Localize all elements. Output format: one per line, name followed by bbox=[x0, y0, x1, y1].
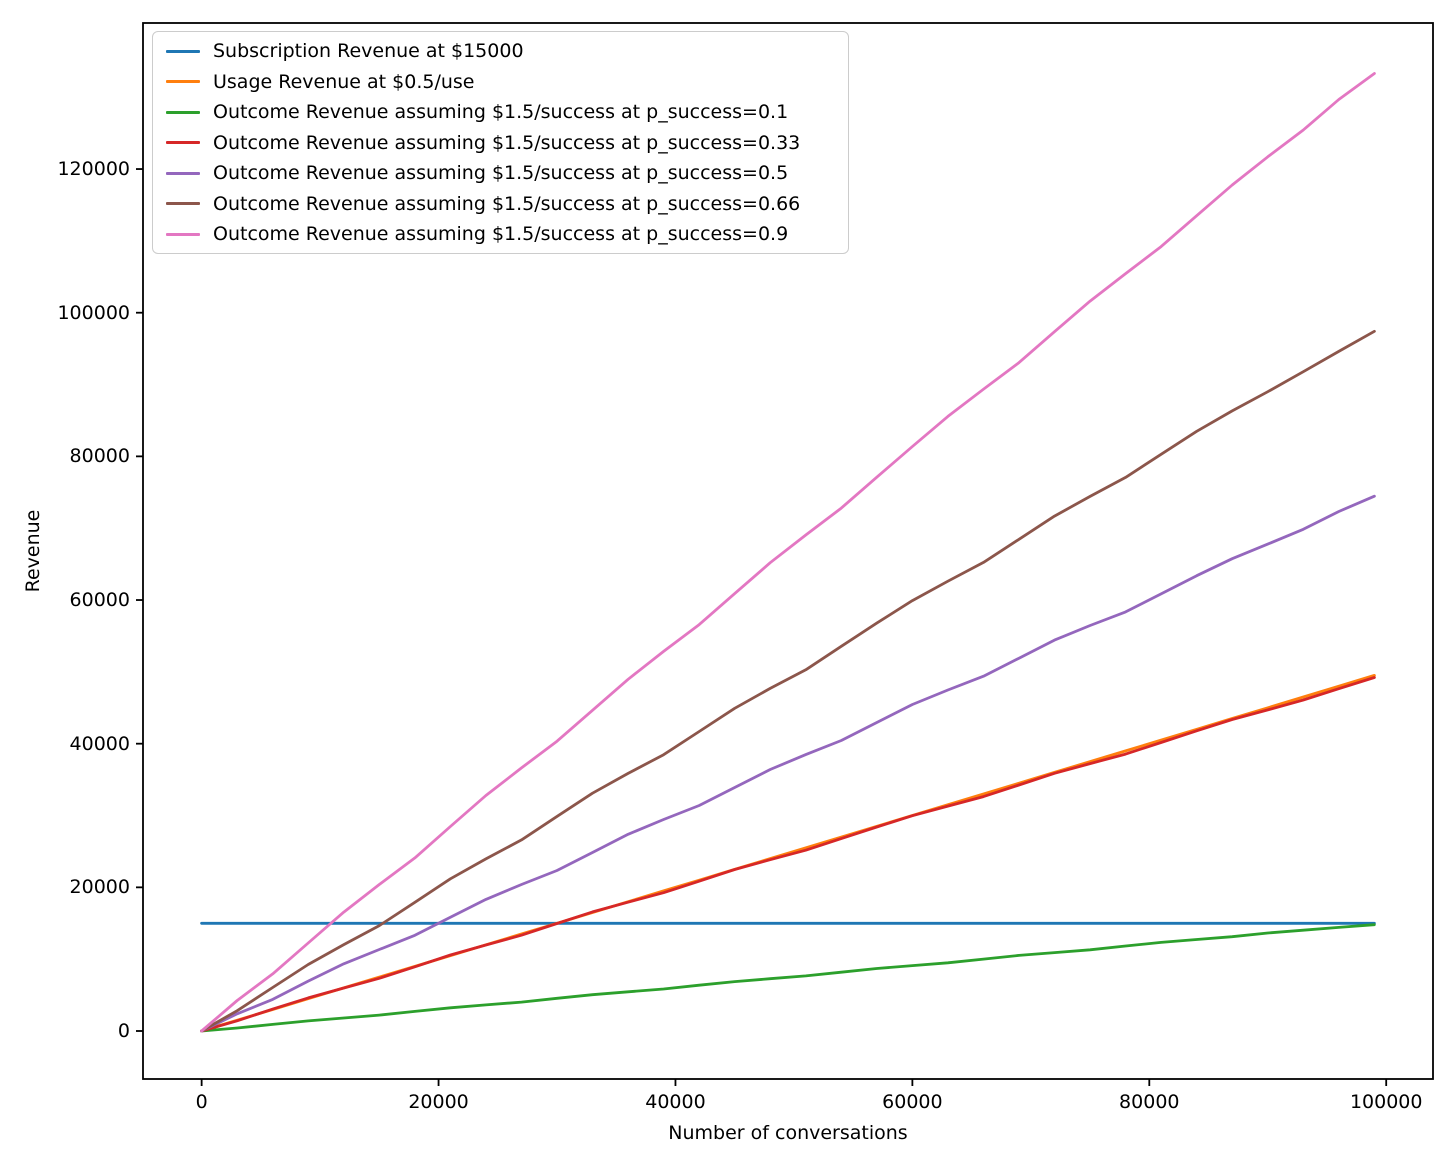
legend-label: Outcome Revenue assuming $1.5/success at… bbox=[213, 223, 789, 245]
legend-label: Outcome Revenue assuming $1.5/success at… bbox=[213, 162, 789, 184]
legend-line-swatch-icon bbox=[166, 49, 200, 53]
legend-line-swatch-icon bbox=[166, 202, 200, 205]
y-tick-label: 40000 bbox=[69, 732, 130, 755]
y-tick-label: 100000 bbox=[57, 301, 130, 324]
series-line-6 bbox=[200, 72, 1376, 1033]
x-tick-label: 0 bbox=[195, 1091, 208, 1113]
legend-entry-5: Outcome Revenue assuming $1.5/success at… bbox=[166, 193, 836, 215]
legend-line-swatch-icon bbox=[166, 232, 200, 236]
legend-line-swatch-icon bbox=[166, 171, 200, 175]
y-tick-label: 60000 bbox=[69, 589, 130, 612]
legend-entry-2: Outcome Revenue assuming $1.5/success at… bbox=[166, 101, 836, 123]
legend: Subscription Revenue at $15000 Usage Reve… bbox=[152, 31, 849, 254]
axes-frame bbox=[142, 22, 1434, 1080]
legend-label: Usage Revenue at $0.5/use bbox=[213, 70, 475, 93]
legend-entry-0: Subscription Revenue at $15000 bbox=[166, 40, 836, 62]
legend-line-swatch-icon bbox=[166, 141, 200, 144]
series-line-2 bbox=[200, 923, 1376, 1033]
series-line-3 bbox=[200, 676, 1376, 1033]
x-tick-label: 60000 bbox=[882, 1091, 943, 1113]
series-line-4 bbox=[200, 494, 1376, 1033]
x-tick-label: 100000 bbox=[1349, 1091, 1423, 1113]
x-tick-label: 80000 bbox=[1119, 1091, 1180, 1113]
legend-entry-3: Outcome Revenue assuming $1.5/success at… bbox=[166, 132, 836, 154]
series-line-5 bbox=[200, 329, 1376, 1033]
legend-entry-4: Outcome Revenue assuming $1.5/success at… bbox=[166, 162, 836, 184]
y-tick-label: 120000 bbox=[57, 158, 130, 181]
legend-label: Outcome Revenue assuming $1.5/success at… bbox=[213, 101, 789, 123]
x-tick-label: 40000 bbox=[645, 1091, 706, 1113]
legend-entry-6: Outcome Revenue assuming $1.5/success at… bbox=[166, 223, 836, 245]
y-tick-label: 20000 bbox=[69, 876, 130, 899]
y-tick-label: 80000 bbox=[69, 445, 130, 468]
legend-label: Outcome Revenue assuming $1.5/success at… bbox=[213, 192, 801, 215]
legend-line-swatch-icon bbox=[166, 110, 200, 114]
x-tick-label: 20000 bbox=[408, 1091, 469, 1113]
x-axis-label: Number of conversations bbox=[668, 1122, 908, 1144]
legend-line-swatch-icon bbox=[166, 80, 200, 83]
y-tick-label: 0 bbox=[117, 1020, 130, 1042]
y-axis-label: Revenue bbox=[22, 509, 44, 593]
legend-label: Outcome Revenue assuming $1.5/success at… bbox=[213, 131, 801, 154]
legend-label: Subscription Revenue at $15000 bbox=[213, 40, 524, 62]
legend-entry-1: Usage Revenue at $0.5/use bbox=[166, 71, 836, 93]
